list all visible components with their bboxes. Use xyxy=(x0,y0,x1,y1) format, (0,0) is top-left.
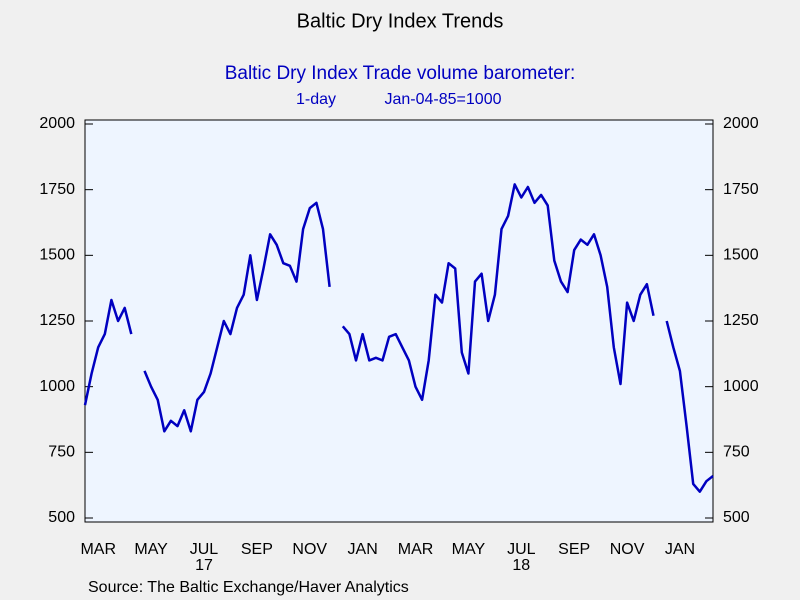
y-tick-label: 750 xyxy=(48,444,75,461)
x-tick-label: JAN xyxy=(665,541,695,558)
x-tick-label: JAN xyxy=(348,541,378,558)
y2-tick-label: 500 xyxy=(723,509,750,526)
y-tick-label: 1000 xyxy=(39,378,75,395)
y-tick-label: 1250 xyxy=(39,312,75,329)
x-tick-label: MAY xyxy=(452,541,486,558)
x-tick-label: MAR xyxy=(398,541,434,558)
x-tick-label: JUL xyxy=(190,541,219,558)
y2-tick-label: 1500 xyxy=(723,247,759,264)
plot-area xyxy=(84,119,714,523)
x-tick-label: NOV xyxy=(610,541,645,558)
x-tick-label: JUL xyxy=(507,541,536,558)
y-tick-label: 2000 xyxy=(39,115,75,132)
y2-tick-label: 1250 xyxy=(723,312,759,329)
y2-tick-label: 1000 xyxy=(723,378,759,395)
source-note: Source: The Baltic Exchange/Haver Analyt… xyxy=(88,579,409,596)
x-tick-label: MAR xyxy=(80,541,116,558)
chart-title: Baltic Dry Index Trends xyxy=(297,10,504,32)
series-label: 1-day xyxy=(296,91,336,108)
x-tick-label: MAY xyxy=(134,541,168,558)
y2-tick-label: 1750 xyxy=(723,181,759,198)
x-year-label: 18 xyxy=(512,557,530,574)
y-tick-label: 1750 xyxy=(39,181,75,198)
base-note: Jan-04-85=1000 xyxy=(385,91,502,108)
x-tick-label: SEP xyxy=(558,541,590,558)
data-line xyxy=(83,183,714,493)
y2-tick-label: 2000 xyxy=(723,115,759,132)
y2-tick-label: 750 xyxy=(723,444,750,461)
x-year-label: 17 xyxy=(195,557,213,574)
x-tick-label: SEP xyxy=(241,541,273,558)
y-tick-label: 1500 xyxy=(39,247,75,264)
y-tick-label: 500 xyxy=(48,509,75,526)
x-tick-label: NOV xyxy=(292,541,327,558)
chart-subtitle: Baltic Dry Index Trade volume barometer: xyxy=(225,63,576,84)
